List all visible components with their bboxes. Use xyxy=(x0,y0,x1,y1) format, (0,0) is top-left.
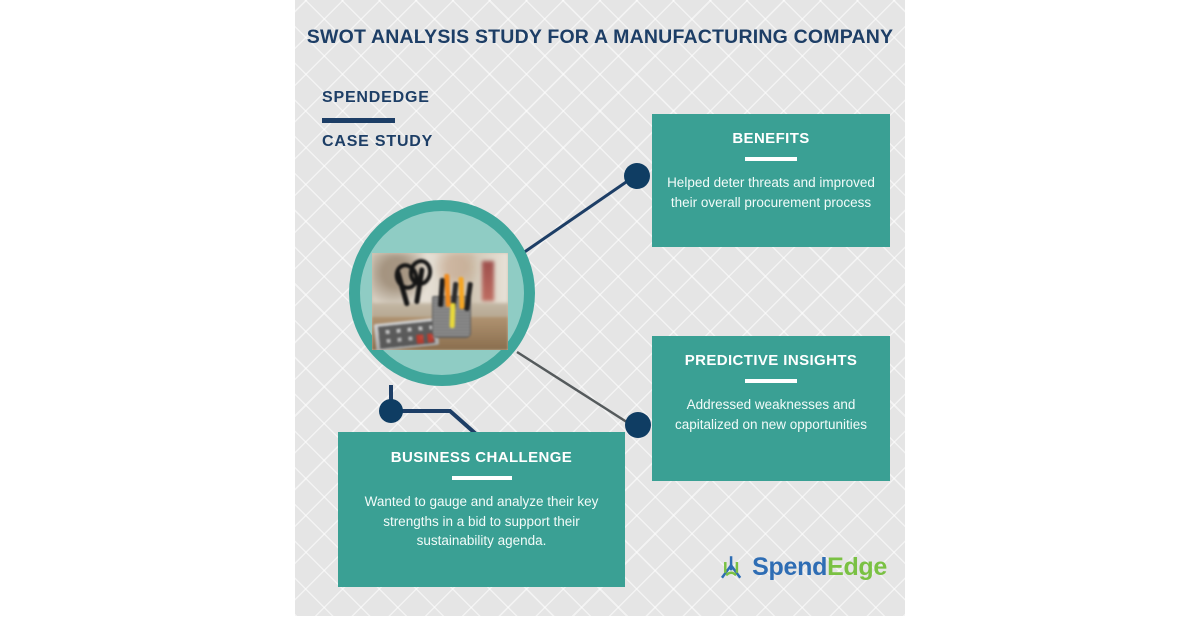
card-benefits-body: Helped deter threats and improved their … xyxy=(667,175,875,210)
connector-line-insights xyxy=(516,350,634,428)
card-business-challenge: BUSINESS CHALLENGE Wanted to gauge and a… xyxy=(338,432,625,587)
card-predictive-insights-title: PREDICTIVE INSIGHTS xyxy=(684,352,858,369)
kicker-divider xyxy=(322,118,395,124)
page-title: SWOT ANALYSIS STUDY FOR A MANUFACTURING … xyxy=(306,26,894,48)
connector-dot-challenge xyxy=(379,399,403,423)
connector-line-challenge xyxy=(389,385,478,436)
card-benefits: BENEFITS Helped deter threats and improv… xyxy=(652,114,890,247)
logo-word-edge: Edge xyxy=(827,552,887,581)
card-predictive-insights-body: Addressed weaknesses and capitalized on … xyxy=(674,397,868,432)
card-business-challenge-divider xyxy=(451,476,512,480)
kicker-block: SPENDEDGE CASE STUDY xyxy=(322,89,552,152)
content-panel: SWOT ANALYSIS STUDY FOR A MANUFACTURING … xyxy=(295,0,905,616)
connector-lines xyxy=(379,163,651,438)
kicker-type: CASE STUDY xyxy=(322,133,434,151)
connector-line-benefits xyxy=(522,176,633,255)
card-benefits-divider xyxy=(745,157,797,161)
connector-dot-insights xyxy=(625,412,651,438)
card-business-challenge-title: BUSINESS CHALLENGE xyxy=(390,449,573,466)
spendedge-wordmark: SpendEdge xyxy=(752,552,887,581)
logo-word-spend: Spend xyxy=(752,552,828,581)
card-predictive-insights: PREDICTIVE INSIGHTS Addressed weaknesses… xyxy=(652,336,890,481)
spendedge-trident-mark xyxy=(720,556,742,579)
desk-supplies-photo xyxy=(372,253,508,350)
card-business-challenge-body: Wanted to gauge and analyze their key st… xyxy=(364,494,599,549)
card-benefits-title: BENEFITS xyxy=(732,130,810,147)
card-predictive-insights-divider xyxy=(745,379,797,383)
spendedge-logo[interactable]: SpendEdge xyxy=(717,548,887,586)
connector-dot-benefits xyxy=(624,163,650,189)
kicker-brand: SPENDEDGE xyxy=(322,89,430,106)
